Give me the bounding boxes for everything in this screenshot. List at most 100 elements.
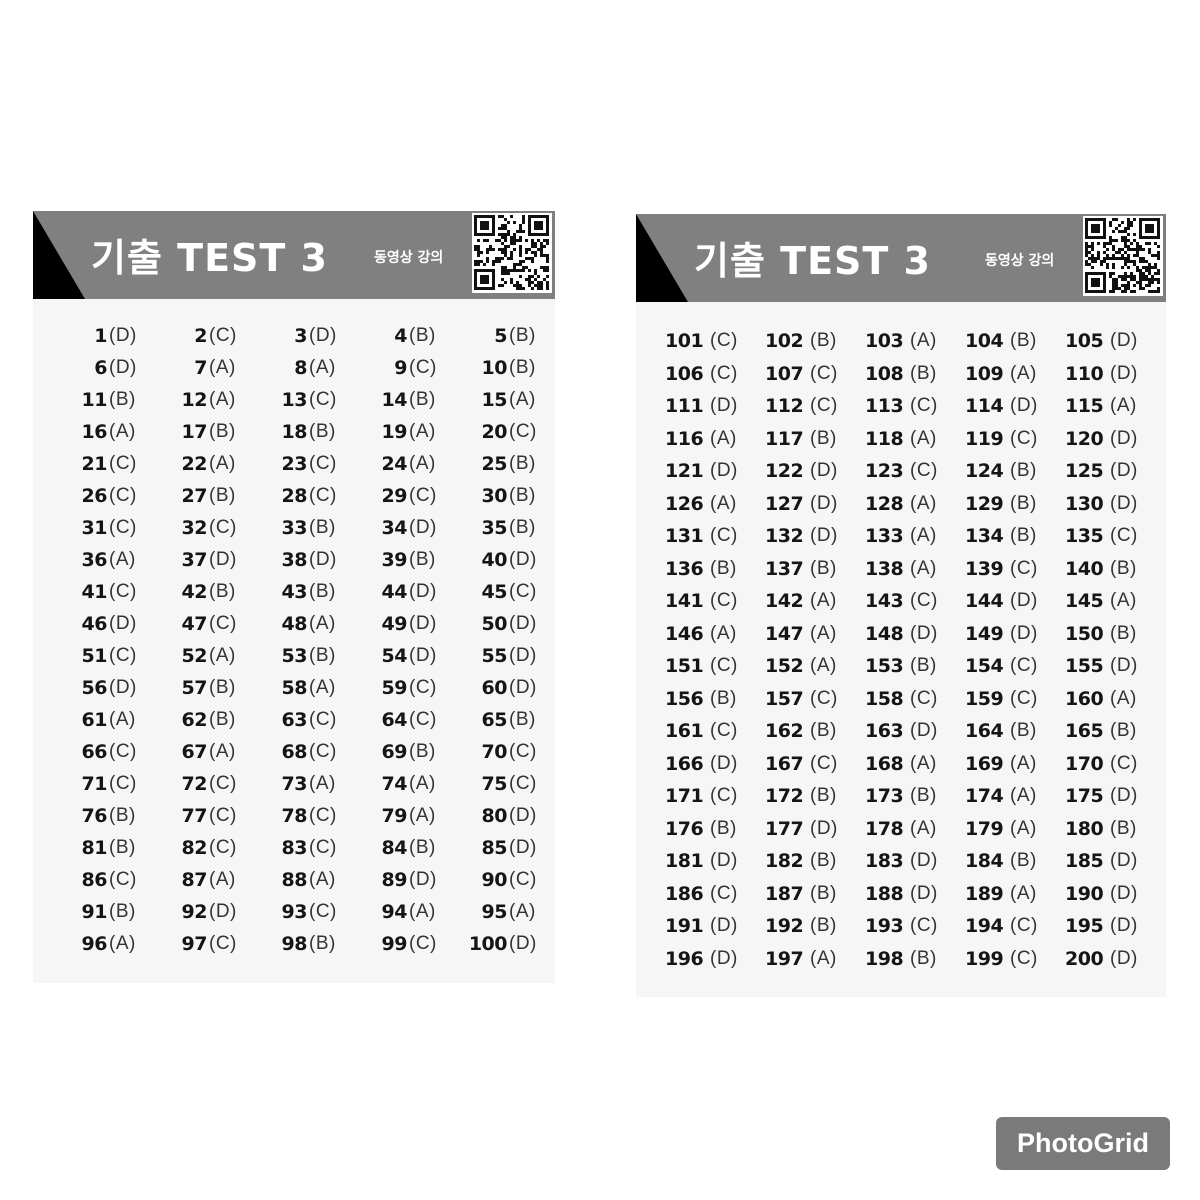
answer-item: 186 (C)	[656, 878, 756, 911]
question-number: 62	[181, 709, 208, 731]
answer-choice: (C)	[710, 882, 738, 904]
question-number: 115	[1065, 395, 1104, 418]
question-number: 103	[865, 330, 904, 353]
question-number: 126	[665, 492, 704, 515]
answer-choice: (A)	[810, 947, 837, 969]
answer-choice: (D)	[109, 357, 137, 378]
question-number: 150	[1065, 622, 1104, 645]
answer-item: 30 (B)	[453, 480, 553, 512]
answer-item: 117 (B)	[756, 423, 856, 456]
answer-choice: (A)	[910, 525, 937, 547]
answer-item: 108 (B)	[856, 358, 956, 391]
answer-choice: (C)	[810, 362, 838, 384]
question-number: 84	[381, 837, 408, 859]
answer-item: 58 (A)	[253, 672, 353, 704]
question-number: 178	[865, 817, 904, 840]
answer-choice: (C)	[910, 915, 938, 937]
question-number: 101	[665, 330, 704, 353]
answer-item: 10 (B)	[453, 352, 553, 384]
answer-item: 179 (A)	[956, 813, 1056, 846]
answer-choice: (D)	[209, 901, 237, 922]
answer-item: 1 (D)	[53, 320, 153, 352]
answer-item: 80 (D)	[453, 800, 553, 832]
answer-choice: (C)	[309, 901, 337, 922]
question-number: 100	[468, 933, 508, 955]
answer-choice: (A)	[409, 901, 436, 922]
question-number: 133	[865, 525, 904, 548]
question-number: 86	[81, 869, 108, 891]
answer-choice: (C)	[910, 590, 938, 612]
question-number: 179	[965, 817, 1004, 840]
answer-choice: (D)	[109, 677, 137, 698]
question-number: 191	[665, 915, 704, 938]
answer-item: 170 (C)	[1056, 748, 1156, 781]
answer-item: 86 (C)	[53, 864, 153, 896]
answer-item: 194 (C)	[956, 910, 1056, 943]
answer-item: 51 (C)	[53, 640, 153, 672]
question-number: 32	[181, 517, 208, 539]
answer-choice: (C)	[910, 687, 938, 709]
question-number: 7	[194, 357, 207, 379]
answer-item: 38 (D)	[253, 544, 353, 576]
answer-item: 63 (C)	[253, 704, 353, 736]
answer-choice: (C)	[209, 933, 237, 954]
question-number: 22	[181, 453, 208, 475]
answer-choice: (D)	[209, 549, 237, 570]
answer-item: 53 (B)	[253, 640, 353, 672]
answer-item: 65 (B)	[453, 704, 553, 736]
answer-item: 154 (C)	[956, 650, 1056, 683]
answer-item: 33 (B)	[253, 512, 353, 544]
answer-choice: (D)	[309, 549, 337, 570]
answer-item: 25 (B)	[453, 448, 553, 480]
answer-item: 66 (C)	[53, 736, 153, 768]
answer-grid: 101 (C) 102 (B) 103 (A) 104 (B) 105 (D) 106 (C) 107 (…	[656, 325, 1156, 975]
answer-choice: (B)	[209, 485, 236, 506]
answer-item: 8 (A)	[253, 352, 353, 384]
question-number: 44	[381, 581, 408, 603]
answer-item: 189 (A)	[956, 878, 1056, 911]
answer-choice: (D)	[710, 460, 738, 482]
answer-choice: (D)	[1010, 622, 1038, 644]
qr-code-icon[interactable]	[472, 213, 552, 293]
question-number: 51	[81, 645, 108, 667]
answer-choice: (B)	[910, 785, 937, 807]
question-number: 53	[281, 645, 308, 667]
question-number: 185	[1065, 850, 1104, 873]
answer-choice: (B)	[509, 709, 536, 730]
question-number: 140	[1065, 557, 1104, 580]
corner-triangle	[636, 214, 688, 302]
answer-item: 137 (B)	[756, 553, 856, 586]
answer-choice: (D)	[710, 752, 738, 774]
answer-choice: (C)	[209, 517, 237, 538]
question-number: 60	[481, 677, 508, 699]
answer-choice: (C)	[710, 525, 738, 547]
question-number: 2	[194, 325, 207, 347]
question-number: 160	[1065, 687, 1104, 710]
qr-code-icon[interactable]	[1083, 216, 1163, 296]
answer-choice: (B)	[409, 389, 436, 410]
answer-choice: (D)	[509, 933, 537, 954]
answer-choice: (D)	[509, 837, 537, 858]
question-number: 131	[665, 525, 704, 548]
question-number: 11	[81, 389, 108, 411]
answer-choice: (B)	[810, 720, 837, 742]
answer-choice: (A)	[1110, 395, 1137, 417]
answer-item: 107 (C)	[756, 358, 856, 391]
answer-choice: (B)	[1010, 525, 1037, 547]
answer-choice: (A)	[209, 741, 236, 762]
card-title: 기출 TEST 3	[91, 236, 328, 280]
answer-choice: (C)	[509, 741, 537, 762]
answer-item: 91 (B)	[53, 896, 153, 928]
question-number: 41	[81, 581, 108, 603]
question-number: 149	[965, 622, 1004, 645]
question-number: 142	[765, 590, 804, 613]
question-number: 113	[865, 395, 904, 418]
question-number: 73	[281, 773, 308, 795]
answer-choice: (C)	[710, 362, 738, 384]
answer-item: 78 (C)	[253, 800, 353, 832]
answer-item: 184 (B)	[956, 845, 1056, 878]
answer-item: 45 (C)	[453, 576, 553, 608]
answer-item: 169 (A)	[956, 748, 1056, 781]
answer-item: 122 (D)	[756, 455, 856, 488]
answer-choice: (D)	[810, 492, 838, 514]
